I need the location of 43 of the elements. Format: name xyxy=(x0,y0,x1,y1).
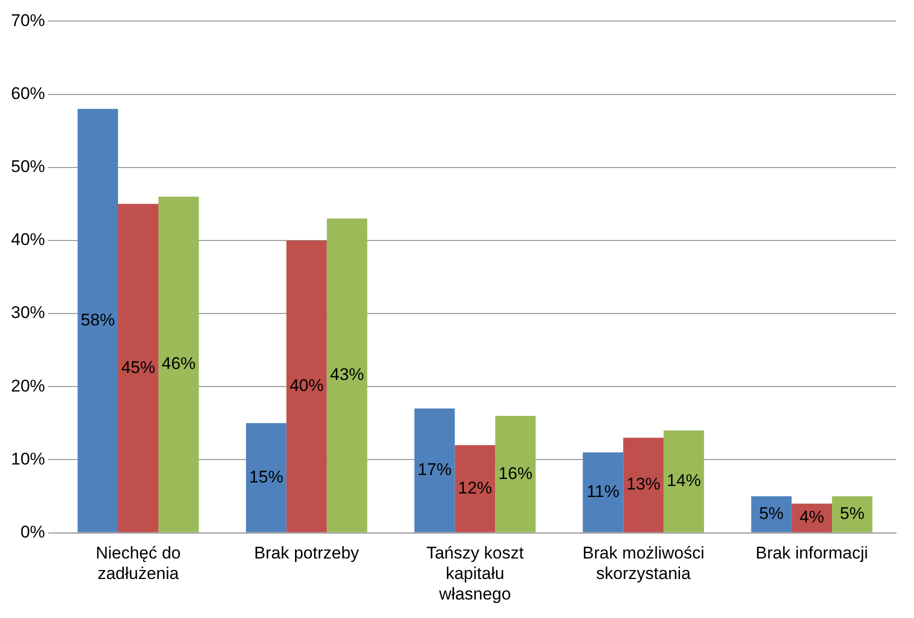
data-label: 40% xyxy=(290,376,324,396)
bar xyxy=(832,496,872,532)
y-tick-label: 0% xyxy=(20,522,46,542)
x-tick-label: Brak potrzeby xyxy=(254,544,360,563)
data-label: 17% xyxy=(418,460,452,480)
data-label: 46% xyxy=(162,354,196,374)
bar xyxy=(454,445,496,532)
bar xyxy=(246,423,286,532)
x-tick-label: Niechęć do zadłużenia xyxy=(96,544,181,584)
data-label: 43% xyxy=(330,365,364,384)
data-label: 5% xyxy=(840,504,865,523)
data-label: 58% xyxy=(80,310,115,330)
data-label: 13% xyxy=(626,474,660,494)
bar xyxy=(664,430,704,532)
y-tick-label: 60% xyxy=(10,84,46,103)
bar xyxy=(582,452,624,532)
bar xyxy=(326,218,368,532)
y-tick-label: 70% xyxy=(10,10,46,30)
bar xyxy=(118,204,158,532)
x-tick-label: Brak możliwości skorzystania xyxy=(582,544,704,584)
y-tick-label: 40% xyxy=(10,230,46,250)
y-tick-label: 50% xyxy=(10,157,46,176)
bar xyxy=(286,240,327,532)
bar xyxy=(623,438,664,532)
y-tick-label: 30% xyxy=(10,303,46,322)
y-tick-label: 20% xyxy=(10,376,46,396)
data-label: 5% xyxy=(759,504,784,523)
y-tick-label: 10% xyxy=(10,449,46,468)
data-label: 11% xyxy=(586,482,620,502)
data-label: 14% xyxy=(666,471,701,490)
bar xyxy=(414,408,455,532)
bar xyxy=(495,416,536,532)
data-label: 4% xyxy=(800,508,824,527)
data-label: 16% xyxy=(498,464,532,483)
bar xyxy=(78,108,118,532)
data-label: 15% xyxy=(249,467,284,486)
data-label: 12% xyxy=(458,478,492,498)
bar xyxy=(792,504,832,532)
data-label: 45% xyxy=(121,358,156,377)
bar xyxy=(158,196,199,532)
bar xyxy=(751,496,792,532)
x-tick-label: Brak informacji xyxy=(756,544,868,563)
x-tick-label: Tańszy koszt kapitału własnego xyxy=(426,544,524,604)
